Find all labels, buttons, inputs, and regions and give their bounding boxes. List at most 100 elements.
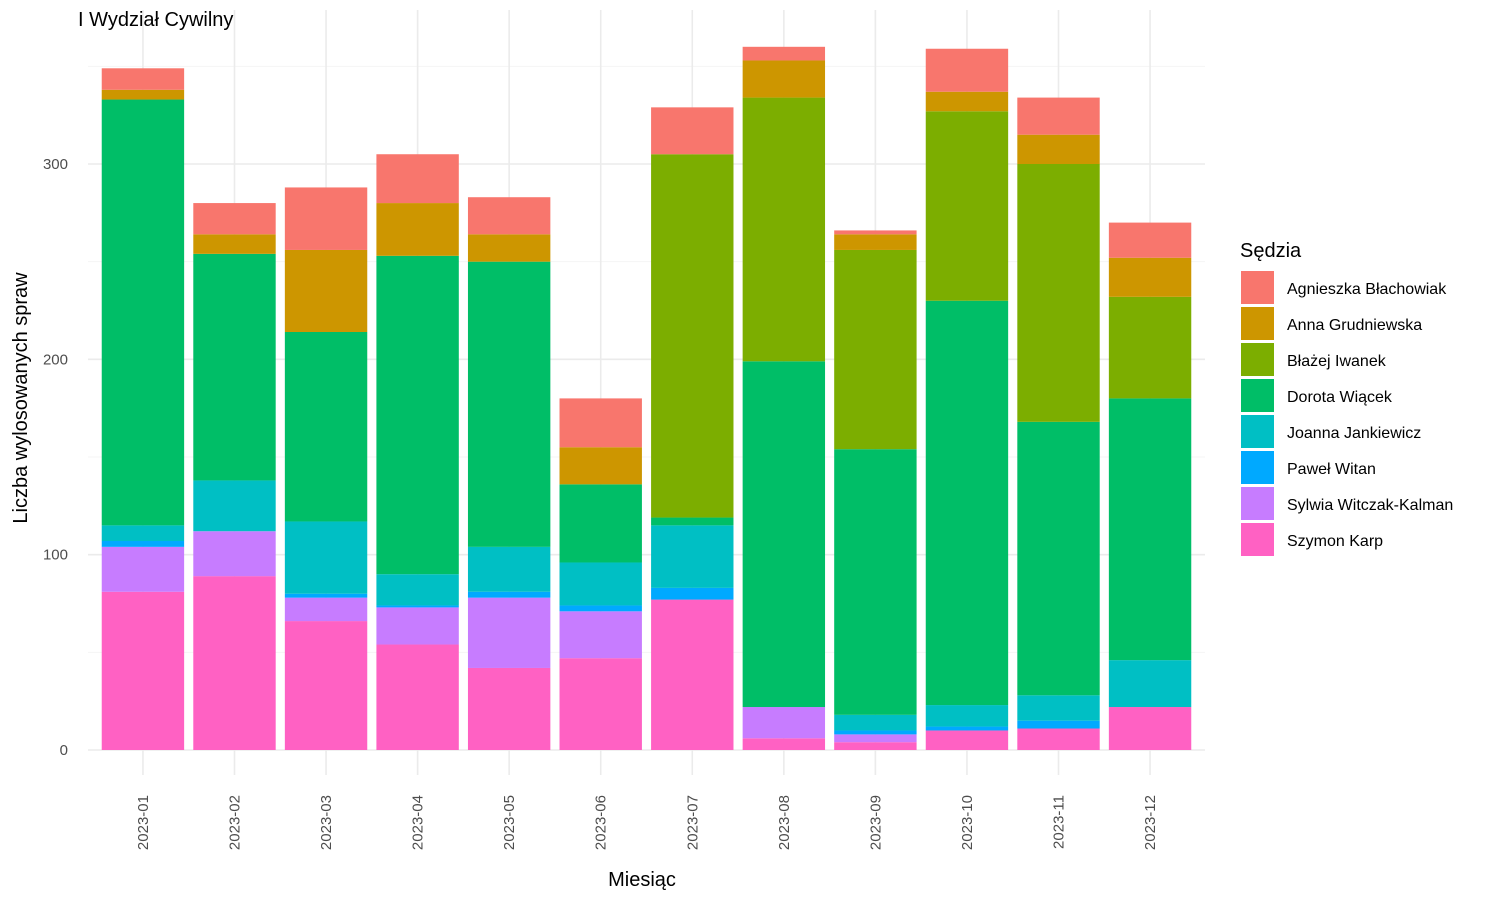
bar-segment <box>651 599 734 750</box>
bar-segment <box>1108 707 1192 750</box>
bar-segment <box>376 203 459 256</box>
bar-segment <box>742 361 826 708</box>
bar-segment <box>376 607 459 645</box>
bar-segment <box>925 300 1009 706</box>
bar-segment <box>193 480 276 532</box>
bar-segment <box>1108 222 1192 258</box>
bar-segment <box>1108 660 1192 708</box>
bar-segment <box>1017 164 1100 422</box>
bar-segment <box>559 447 642 485</box>
bar-segment <box>925 730 1009 750</box>
bar-segment <box>467 197 551 235</box>
x-axis-ticks: 2023-01 2023-02 2023-03 2023-04 2023-05 2023-… <box>135 795 1159 850</box>
y-tick-label: 300 <box>43 156 68 173</box>
bar-segment <box>559 398 642 448</box>
x-axis-title: Miesiąc <box>608 869 676 891</box>
bar-segment <box>467 546 551 592</box>
bar-segment <box>742 707 826 739</box>
y-axis-ticks: 0 100 200 300 <box>43 156 68 759</box>
bar-segment <box>1108 398 1192 661</box>
bar-segment <box>559 562 642 606</box>
x-tick-label: 2023-01 <box>135 795 152 850</box>
bar-segment <box>651 107 734 155</box>
legend-swatch <box>1241 523 1274 556</box>
bar-segment <box>193 253 276 481</box>
bar-segment <box>925 726 1009 731</box>
bar-segment <box>925 48 1009 92</box>
x-tick-label: 2023-10 <box>959 795 976 850</box>
bar-segment <box>834 742 917 750</box>
chart-title: I Wydział Cywilny <box>78 9 233 31</box>
bar-segment <box>467 667 551 750</box>
legend-label: Agnieszka Błachowiak <box>1287 281 1447 298</box>
x-tick-label: 2023-04 <box>410 795 427 850</box>
legend-label: Paweł Witan <box>1287 461 1376 478</box>
legend-label: Sylwia Witczak-Kalman <box>1287 497 1453 514</box>
bar-segment <box>193 531 276 577</box>
bar-segment <box>284 249 368 332</box>
bar-segment <box>559 611 642 659</box>
bar-segment <box>559 605 642 612</box>
bar-segment <box>376 605 459 608</box>
legend-swatch <box>1241 271 1274 304</box>
x-tick-label: 2023-05 <box>501 795 518 850</box>
x-tick-label: 2023-02 <box>227 795 244 850</box>
x-tick-label: 2023-03 <box>318 795 335 850</box>
bars <box>101 46 1192 750</box>
bar-segment <box>834 230 917 235</box>
bar-segment <box>193 234 276 254</box>
bar-segment <box>284 621 368 750</box>
y-tick-label: 0 <box>60 742 68 759</box>
x-tick-label: 2023-07 <box>684 795 701 850</box>
bar-segment <box>284 597 368 622</box>
bar-segment <box>559 658 642 750</box>
legend-swatch <box>1241 451 1274 484</box>
legend-swatch <box>1241 415 1274 448</box>
bar-segment <box>742 738 826 750</box>
legend-swatch <box>1241 379 1274 412</box>
legend-swatch <box>1241 307 1274 340</box>
legend-label: Błażej Iwanek <box>1287 353 1387 370</box>
bar-segment <box>651 517 734 526</box>
bar-segment <box>1017 728 1100 750</box>
y-tick-label: 100 <box>43 547 68 564</box>
x-tick-label: 2023-09 <box>867 795 884 850</box>
bar-segment <box>467 591 551 598</box>
bar-segment <box>925 705 1009 727</box>
bar-segment <box>376 154 459 204</box>
bar-segment <box>1108 296 1192 399</box>
bar-segment <box>742 60 826 98</box>
bar-segment <box>467 597 551 668</box>
bar-segment <box>284 593 368 598</box>
bar-segment <box>376 574 459 606</box>
bar-segment <box>559 484 642 563</box>
bar-segment <box>834 714 917 731</box>
x-tick-label: 2023-11 <box>1051 795 1068 849</box>
bar-segment <box>651 587 734 600</box>
bar-segment <box>467 261 551 547</box>
bar-segment <box>101 540 185 547</box>
bar-segment <box>1017 695 1100 721</box>
y-tick-label: 200 <box>43 351 68 368</box>
bar-segment <box>1017 97 1100 135</box>
bar-segment <box>1017 134 1100 164</box>
bar-segment <box>834 449 917 715</box>
bar-segment <box>193 576 276 750</box>
bar-segment <box>925 91 1009 112</box>
legend-label: Anna Grudniewska <box>1287 317 1422 334</box>
bar-segment <box>742 97 826 362</box>
bar-segment <box>284 331 368 522</box>
bar-segment <box>284 187 368 250</box>
x-tick-label: 2023-08 <box>776 795 793 850</box>
bar-segment <box>834 234 917 250</box>
legend: Sędzia Agnieszka Błachowiak Anna Grudniew… <box>1240 240 1453 556</box>
bar-segment <box>101 525 185 541</box>
legend-label: Dorota Wiącek <box>1287 389 1393 406</box>
bar-segment <box>834 734 917 743</box>
bar-segment <box>925 111 1009 301</box>
legend-swatch <box>1241 487 1274 520</box>
bar-segment <box>467 234 551 262</box>
bar-segment <box>651 525 734 588</box>
bar-segment <box>651 154 734 518</box>
